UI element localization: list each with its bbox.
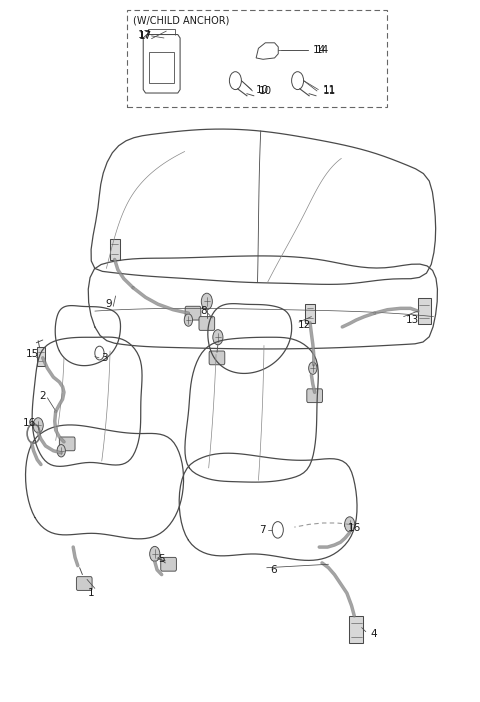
Circle shape xyxy=(57,444,65,457)
Text: 11: 11 xyxy=(323,84,336,95)
Circle shape xyxy=(309,362,317,374)
Text: 1: 1 xyxy=(88,588,95,598)
Bar xyxy=(109,239,120,260)
Text: 16: 16 xyxy=(348,524,361,534)
Text: (W/CHILD ANCHOR): (W/CHILD ANCHOR) xyxy=(133,15,229,25)
Bar xyxy=(127,11,387,107)
Text: 10: 10 xyxy=(255,84,269,95)
Bar xyxy=(418,298,431,324)
Text: 8: 8 xyxy=(200,306,206,316)
Circle shape xyxy=(201,293,212,310)
Text: 14: 14 xyxy=(315,45,329,55)
Bar xyxy=(305,303,315,323)
Bar xyxy=(149,52,174,83)
FancyBboxPatch shape xyxy=(76,576,92,590)
Text: 16: 16 xyxy=(23,418,36,428)
Circle shape xyxy=(184,314,192,326)
Text: 15: 15 xyxy=(26,350,39,359)
Text: 7: 7 xyxy=(259,525,265,535)
FancyBboxPatch shape xyxy=(185,306,201,320)
Text: 14: 14 xyxy=(312,45,326,55)
FancyBboxPatch shape xyxy=(161,557,177,571)
Text: 13: 13 xyxy=(406,315,420,325)
FancyBboxPatch shape xyxy=(209,351,225,365)
Text: 9: 9 xyxy=(105,299,112,309)
Text: 6: 6 xyxy=(270,565,276,575)
Text: 2: 2 xyxy=(39,391,46,401)
Bar xyxy=(349,616,363,643)
Text: 12: 12 xyxy=(298,320,311,330)
Bar xyxy=(37,347,45,366)
Text: 10: 10 xyxy=(259,86,272,96)
Text: 17: 17 xyxy=(138,29,151,39)
Text: 3: 3 xyxy=(101,353,108,363)
Text: 4: 4 xyxy=(370,630,377,640)
Circle shape xyxy=(213,330,223,345)
Text: 17: 17 xyxy=(139,31,152,41)
FancyBboxPatch shape xyxy=(60,437,75,451)
FancyBboxPatch shape xyxy=(307,389,323,403)
Circle shape xyxy=(345,517,355,532)
Circle shape xyxy=(150,546,160,562)
FancyBboxPatch shape xyxy=(199,317,215,331)
Circle shape xyxy=(33,418,43,433)
Text: 11: 11 xyxy=(323,86,336,96)
Text: 5: 5 xyxy=(158,554,165,564)
